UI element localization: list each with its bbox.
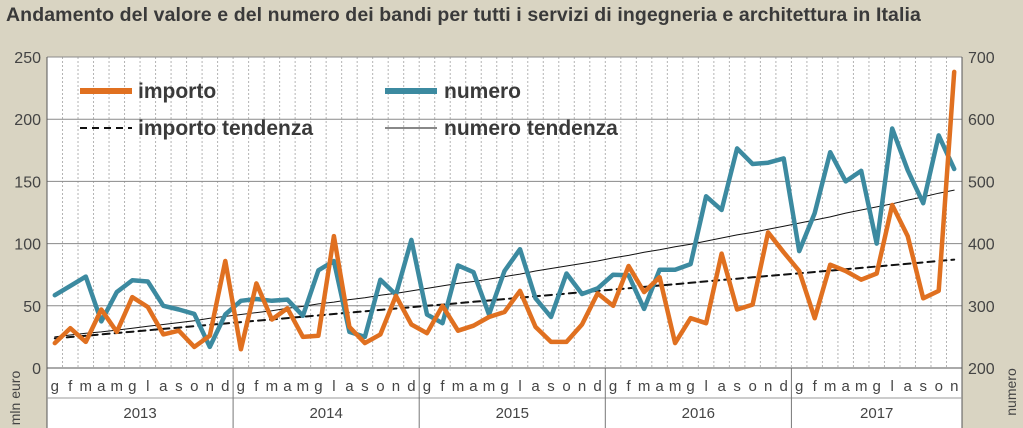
y-left-tick-label: 100 (14, 237, 41, 254)
year-label: 2015 (496, 405, 529, 422)
y-right-axis-title: numero (1003, 368, 1019, 416)
month-tick-label: n (392, 378, 400, 395)
month-tick-label: g (423, 378, 431, 395)
month-tick-label: g (500, 378, 508, 395)
month-tick-label: a (97, 378, 106, 395)
month-tick-label: g (795, 378, 803, 395)
year-label: 2017 (860, 405, 893, 422)
month-tick-label: g (314, 378, 322, 395)
month-tick-label: g (609, 378, 617, 395)
month-tick-label: m (638, 378, 651, 395)
month-tick-label: a (283, 378, 292, 395)
month-tick-label: o (562, 378, 570, 395)
month-tick-label: m (80, 378, 93, 395)
month-tick-label: f (626, 378, 631, 395)
y-left-tick-label: 0 (32, 361, 41, 378)
month-tick-label: g (686, 378, 694, 395)
grid (46, 56, 963, 428)
month-tick-label: l (891, 378, 894, 395)
month-tick-label: l (146, 378, 149, 395)
month-tick-label: g (237, 378, 245, 395)
y-right-tick-label: 400 (968, 237, 995, 254)
y-right-tick-label: 500 (968, 174, 995, 191)
month-tick-label: f (440, 378, 445, 395)
month-tick-label: l (518, 378, 521, 395)
y-left-tick-label: 250 (14, 50, 41, 67)
month-tick-label: s (361, 378, 369, 395)
month-tick-label: l (704, 378, 707, 395)
month-tick-label: d (221, 378, 229, 395)
month-tick-label: n (764, 378, 772, 395)
y-axis-right: 200 300 400 500 600 700 numero (968, 50, 1019, 416)
month-tick-label: n (578, 378, 586, 395)
year-label: 2013 (123, 405, 156, 422)
month-tick-label: d (407, 378, 415, 395)
y-right-tick-label: 700 (968, 50, 995, 67)
series-line-importo-tendenza (53, 258, 956, 340)
month-tick-label: f (813, 378, 818, 395)
month-tick-label: m (669, 378, 682, 395)
month-tick-label: a (842, 378, 851, 395)
y-left-axis-title: mln euro (7, 371, 23, 426)
legend: importo numero importo tendenza numero tend… (80, 80, 618, 140)
year-label: 2016 (682, 405, 715, 422)
month-tick-label: a (717, 378, 726, 395)
month-tick-label: o (376, 378, 384, 395)
month-tick-label: f (254, 378, 259, 395)
month-tick-label: m (824, 378, 837, 395)
month-tick-label: s (547, 378, 555, 395)
month-tick-label: m (483, 378, 496, 395)
month-tick-label: a (159, 378, 168, 395)
series-line-importo (52, 69, 957, 352)
y-left-tick-label: 150 (14, 174, 41, 191)
series-group (52, 69, 957, 352)
month-tick-label: m (266, 378, 279, 395)
month-tick-label: m (452, 378, 465, 395)
month-tick-label: g (51, 378, 59, 395)
month-tick-label: o (935, 378, 943, 395)
month-tick-label: s (919, 378, 927, 395)
y-right-tick-label: 200 (968, 361, 995, 378)
legend-label-importo: importo (138, 80, 216, 103)
y-left-tick-label: 50 (23, 299, 41, 316)
legend-label-importo-tendenza: importo tendenza (138, 117, 313, 140)
month-tick-label: l (332, 378, 335, 395)
month-tick-label: a (531, 378, 540, 395)
y-axis-left: 0 50 100 150 200 250 mln euro (7, 50, 41, 425)
y-right-tick-label: 300 (968, 299, 995, 316)
year-label: 2014 (309, 405, 342, 422)
month-tick-label: o (748, 378, 756, 395)
y-left-tick-label: 200 (14, 112, 41, 129)
month-tick-label: m (111, 378, 124, 395)
month-tick-label: a (655, 378, 664, 395)
month-tick-label: d (779, 378, 787, 395)
month-tick-label: g (873, 378, 881, 395)
month-tick-label: m (297, 378, 310, 395)
month-tick-label: f (68, 378, 73, 395)
month-tick-label: m (855, 378, 868, 395)
month-tick-label: n (950, 378, 958, 395)
y-right-tick-label: 600 (968, 112, 995, 129)
month-tick-label: a (469, 378, 478, 395)
legend-label-numero: numero (444, 80, 521, 103)
month-tick-label: s (733, 378, 741, 395)
legend-label-numero-tendenza: numero tendenza (444, 117, 618, 140)
month-tick-label: a (904, 378, 913, 395)
month-tick-label: a (345, 378, 354, 395)
month-tick-label: g (128, 378, 136, 395)
chart-title: Andamento del valore e del numero dei ba… (6, 4, 921, 26)
month-tick-label: s (175, 378, 183, 395)
month-tick-label: o (190, 378, 198, 395)
series-line-numero (52, 126, 957, 350)
plot-background (47, 57, 962, 428)
month-tick-label: n (206, 378, 214, 395)
month-tick-label: d (593, 378, 601, 395)
